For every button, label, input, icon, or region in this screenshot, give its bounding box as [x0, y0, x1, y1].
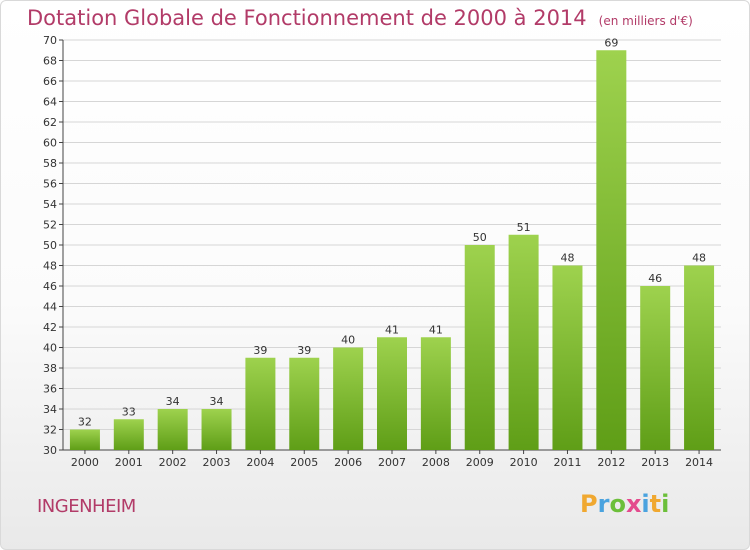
y-tick-label: 68 — [43, 55, 57, 68]
x-tick-label-2000: 2000 — [71, 456, 99, 469]
logo-letter: t — [649, 490, 662, 518]
logo-letter: o — [609, 490, 626, 518]
x-tick-label-2010: 2010 — [510, 456, 538, 469]
bar-2008 — [420, 337, 451, 450]
logo-letter: P — [580, 490, 598, 518]
y-tick-label: 60 — [43, 137, 57, 150]
value-label-2000: 32 — [78, 416, 92, 429]
y-tick-label: 38 — [43, 362, 57, 375]
y-tick-label: 62 — [43, 116, 57, 129]
x-tick-label-2007: 2007 — [378, 456, 406, 469]
bar-2013 — [640, 286, 671, 450]
value-label-2008: 41 — [429, 323, 443, 336]
bar-2012 — [596, 50, 627, 450]
chart-unit: (en milliers d'€) — [598, 14, 693, 28]
y-tick-label: 54 — [43, 198, 57, 211]
y-tick-label: 46 — [43, 280, 57, 293]
y-tick-label: 56 — [43, 178, 57, 191]
bar-2011 — [552, 265, 583, 450]
commune-name: INGENHEIM — [37, 496, 136, 517]
y-tick-label: 50 — [43, 239, 57, 252]
value-label-2001: 33 — [122, 405, 136, 418]
value-label-2006: 40 — [341, 334, 355, 347]
y-tick-label: 66 — [43, 75, 57, 88]
y-tick-label: 48 — [43, 260, 57, 273]
x-tick-label-2001: 2001 — [115, 456, 143, 469]
value-label-2005: 39 — [297, 344, 311, 357]
y-tick-label: 32 — [43, 424, 57, 437]
bar-2007 — [377, 337, 407, 450]
y-tick-label: 52 — [43, 219, 57, 232]
y-tick-label: 42 — [43, 321, 57, 334]
bar-2002 — [157, 409, 188, 450]
value-label-2002: 34 — [166, 395, 180, 408]
value-label-2003: 34 — [210, 395, 224, 408]
x-tick-label-2014: 2014 — [685, 456, 713, 469]
value-label-2009: 50 — [473, 231, 487, 244]
y-tick-label: 40 — [43, 342, 57, 355]
x-tick-label-2003: 2003 — [203, 456, 231, 469]
x-tick-label-2008: 2008 — [422, 456, 450, 469]
bar-2009 — [464, 245, 495, 450]
bar-2014 — [684, 265, 715, 450]
bar-2000 — [69, 429, 100, 450]
y-tick-label: 36 — [43, 383, 57, 396]
value-label-2007: 41 — [385, 323, 399, 336]
y-tick-label: 30 — [43, 444, 57, 457]
logo-letter: r — [597, 490, 610, 518]
bar-2005 — [289, 357, 320, 450]
bar-2006 — [333, 347, 364, 450]
bar-2004 — [245, 357, 276, 450]
logo-letter: x — [625, 490, 642, 518]
value-label-2011: 48 — [560, 252, 574, 265]
logo-letter: i — [641, 490, 650, 518]
proxiti-logo: Proxiti — [580, 490, 669, 518]
x-tick-label-2012: 2012 — [597, 456, 625, 469]
x-tick-label-2006: 2006 — [334, 456, 362, 469]
bar-2010 — [508, 234, 539, 450]
value-label-2014: 48 — [692, 252, 706, 265]
x-tick-label-2011: 2011 — [553, 456, 581, 469]
y-tick-label: 70 — [43, 34, 57, 47]
value-label-2010: 51 — [517, 221, 531, 234]
x-tick-label-2005: 2005 — [290, 456, 318, 469]
logo-letter: i — [661, 490, 670, 518]
bar-2001 — [113, 419, 144, 450]
y-tick-label: 58 — [43, 157, 57, 170]
value-label-2013: 46 — [648, 272, 662, 285]
x-tick-label-2009: 2009 — [466, 456, 494, 469]
chart-title-text: Dotation Globale de Fonctionnement de 20… — [27, 6, 587, 30]
bars: 32 33 34 34 39 39 40 41 41 50 51 48 69 46 48 — [69, 36, 715, 450]
y-tick-label: 34 — [43, 403, 57, 416]
value-label-2012: 69 — [604, 36, 618, 49]
x-tick-label-2013: 2013 — [641, 456, 669, 469]
value-label-2004: 39 — [253, 344, 267, 357]
chart-title: Dotation Globale de Fonctionnement de 20… — [27, 6, 693, 30]
x-tick-label-2002: 2002 — [159, 456, 187, 469]
x-tick-label-2004: 2004 — [246, 456, 274, 469]
y-tick-label: 64 — [43, 96, 57, 109]
bar-2003 — [201, 409, 232, 450]
y-tick-label: 44 — [43, 301, 57, 314]
